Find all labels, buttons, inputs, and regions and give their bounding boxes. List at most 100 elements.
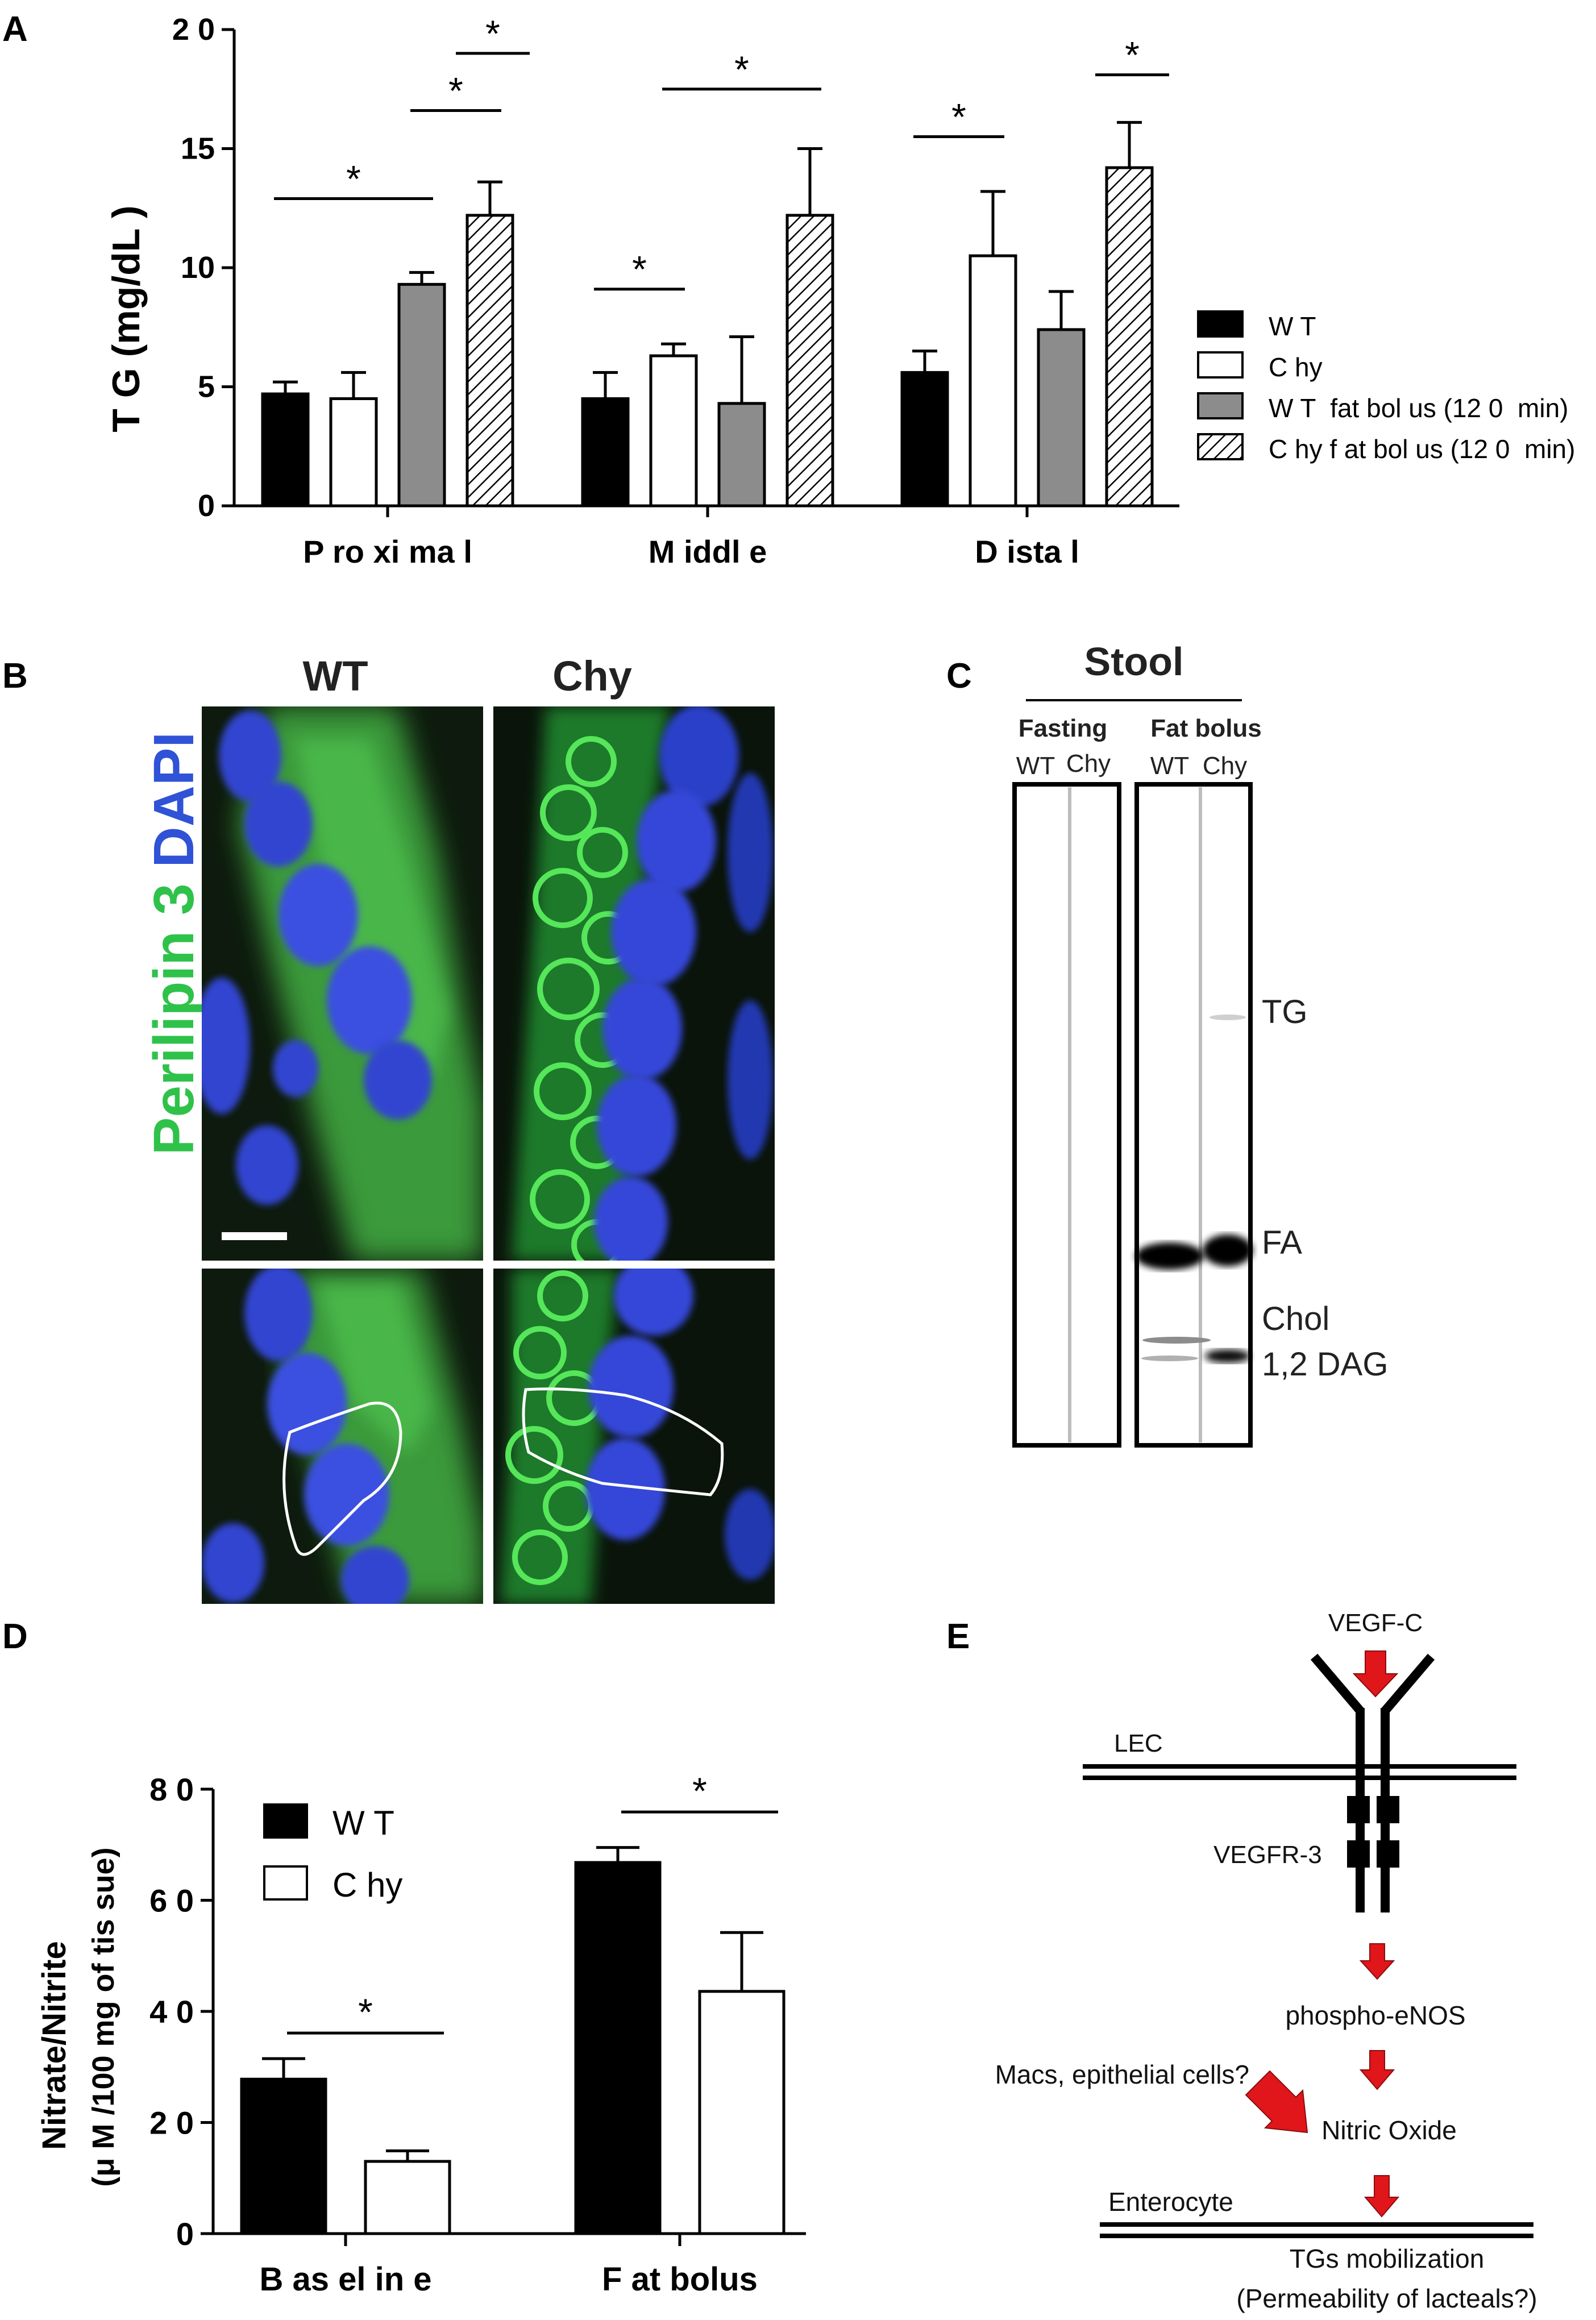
panel-e-pathway: VEGF-C LEC VEGFR-3 phospho-eNOS Macs, ep… xyxy=(995,1609,1537,2313)
legend-label-wt-fat: W T fat bol us (12 0 min) xyxy=(1269,393,1569,423)
panel-letter-d: D xyxy=(2,1617,28,1656)
panel-b-col-wt: WT xyxy=(302,652,368,700)
label-enos: phospho-eNOS xyxy=(1285,2001,1465,2030)
significance-star: * xyxy=(358,1991,373,2033)
arrow-to-enterocyte xyxy=(1364,2175,1400,2218)
label-tg-mobilization: TGs mobilization xyxy=(1290,2244,1485,2273)
chart-d-category-label: F at bolus xyxy=(602,2261,758,2298)
bar-proximal-gray xyxy=(397,282,446,508)
chart-a-legend: W T C hy W T fat bol us (12 0 min) C hy … xyxy=(1197,310,1575,464)
bar-fat-bolus-white xyxy=(698,1990,785,2235)
tlc-lane-wt-fasting: WT xyxy=(1016,752,1055,780)
chart-d-y-tick-label: 6 0 xyxy=(149,1883,194,1919)
chart-a-y-tick-label: 0 xyxy=(198,489,215,523)
arrow-sources xyxy=(1245,2070,1308,2134)
panel-b-stain-label: Perilipin 3 DAPI xyxy=(142,732,206,1155)
tlc-group-fat-bolus: Fat bolus xyxy=(1150,714,1262,742)
tlc-lane-wt-fat: WT xyxy=(1150,752,1189,780)
label-lec: LEC xyxy=(1114,1729,1163,1757)
tlc-band-fa-wt xyxy=(1136,1242,1204,1270)
tlc-label-tg: TG xyxy=(1262,993,1308,1030)
label-sources: Macs, epithelial cells? xyxy=(995,2060,1249,2089)
chart-a-category-label: M iddl e xyxy=(649,534,767,569)
significance-star: * xyxy=(692,1770,707,1812)
legend-swatch-wt-fat xyxy=(1197,392,1244,419)
tlc-lane-chy-fat: Chy xyxy=(1203,752,1247,780)
bar-fat-bolus-black xyxy=(574,1861,662,2235)
chart-a-y-tick-label: 10 xyxy=(181,251,215,285)
bar-baseline-black xyxy=(240,2077,327,2235)
image-chy-bottom xyxy=(493,1269,775,1604)
bar-distal-gray xyxy=(1037,328,1086,508)
legend-label-wt: W T xyxy=(1269,311,1316,341)
bar-middle-gray xyxy=(717,402,766,508)
chart-d-y-tick-label: 2 0 xyxy=(149,2105,194,2141)
chart-d-y-tick-label: 4 0 xyxy=(149,1994,194,2030)
legend-d-label-chy: C hy xyxy=(332,1866,402,1904)
chart-a-category-label: P ro xi ma l xyxy=(303,534,472,569)
chart-d-y-tick-label: 8 0 xyxy=(149,1772,194,1807)
tlc-lane-chy-fasting: Chy xyxy=(1066,750,1111,778)
receptor-vegfr3 xyxy=(1310,1653,1435,1912)
chart-d-category-label: B as el in e xyxy=(259,2261,431,2298)
arrow-to-enos xyxy=(1359,1943,1395,1980)
bar-middle-hatch xyxy=(785,214,834,508)
tlc-title: Stool xyxy=(1084,639,1184,684)
tlc-group-fasting: Fasting xyxy=(1019,714,1107,742)
panel-letter-c: C xyxy=(946,656,972,696)
chart-a-y-tick-label: 2 0 xyxy=(172,13,215,47)
significance-star: * xyxy=(346,157,361,199)
stain-perilipin: Perilipin 3 xyxy=(142,883,206,1155)
legend-swatch-chy-fat xyxy=(1197,433,1244,460)
legend-d-swatch-wt xyxy=(263,1803,308,1839)
label-nitric-oxide: Nitric Oxide xyxy=(1321,2115,1457,2145)
bar-distal-black xyxy=(900,371,949,508)
tlc-band-tg xyxy=(1210,1015,1246,1020)
significance-star: * xyxy=(1125,34,1140,76)
significance-star: * xyxy=(632,248,647,290)
cell-outline-wt xyxy=(282,1402,402,1556)
tlc-plate-fat-bolus xyxy=(1134,782,1253,1448)
significance-star: * xyxy=(734,48,749,90)
arrow-ligand xyxy=(1352,1650,1399,1698)
chart-d-y-tick-label: 0 xyxy=(176,2216,194,2252)
significance-star: * xyxy=(485,13,500,55)
bar-baseline-white xyxy=(364,2160,451,2235)
chart-a-category-label: D ista l xyxy=(975,534,1079,569)
tlc-label-chol: Chol xyxy=(1262,1300,1329,1337)
label-permeability: (Permeability of lacteals?) xyxy=(1236,2284,1537,2313)
arrow-to-no xyxy=(1359,2050,1395,2090)
panel-c-tlc: Stool Fasting Fat bolus WT Chy WT Chy TG… xyxy=(1012,639,1388,1448)
significance-star: * xyxy=(951,96,966,138)
stain-dapi: DAPI xyxy=(142,732,206,868)
chart-a-triglycerides: 0 5 10 15 2 0 T G (mg/dL ) P ro xi ma l M iddl … xyxy=(105,13,1179,569)
panel-letter-b: B xyxy=(2,656,28,696)
bar-middle-black xyxy=(581,397,630,508)
chart-a-y-tick-label: 15 xyxy=(181,132,215,166)
tlc-label-dag: 1,2 DAG xyxy=(1262,1346,1388,1383)
label-vegfr3: VEGFR-3 xyxy=(1213,1841,1322,1869)
image-chy-top xyxy=(493,706,775,1261)
bar-proximal-white xyxy=(329,397,378,508)
chart-a-y-tick-label: 5 xyxy=(198,370,215,404)
chart-d-y-axis-label: Nitrate/Nitrite xyxy=(36,1941,73,2149)
panel-letter-e: E xyxy=(946,1617,970,1656)
image-wt-bottom xyxy=(202,1269,483,1604)
tlc-band-dag xyxy=(1205,1349,1250,1363)
legend-label-chy-fat: C hy f at bol us (12 0 min) xyxy=(1269,434,1575,464)
tlc-label-fa: FA xyxy=(1262,1224,1302,1261)
chart-d-y-axis-label-units: (μ M /100 mg of tis sue) xyxy=(86,1847,120,2186)
cell-outline-chy xyxy=(522,1387,724,1496)
bar-proximal-black xyxy=(261,392,310,508)
panel-b-col-chy: Chy xyxy=(552,652,632,700)
bar-distal-hatch xyxy=(1105,166,1154,508)
tlc-band-fa-chy xyxy=(1203,1234,1253,1266)
chart-d-nitrate: 0 2 0 4 0 6 0 8 0 Nitrate/Nitrite (μ M /100 mg… xyxy=(36,1770,806,2298)
legend-swatch-chy xyxy=(1197,351,1244,379)
legend-d-label-wt: W T xyxy=(332,1804,394,1842)
significance-star: * xyxy=(448,69,463,111)
chart-a-y-axis-label: T G (mg/dL ) xyxy=(105,205,148,432)
pathway-ligand: VEGF-C xyxy=(1328,1609,1423,1637)
legend-swatch-wt xyxy=(1197,310,1244,338)
panel-b-microscopy: WT Chy Perilipin 3 DAPI xyxy=(142,652,775,1604)
